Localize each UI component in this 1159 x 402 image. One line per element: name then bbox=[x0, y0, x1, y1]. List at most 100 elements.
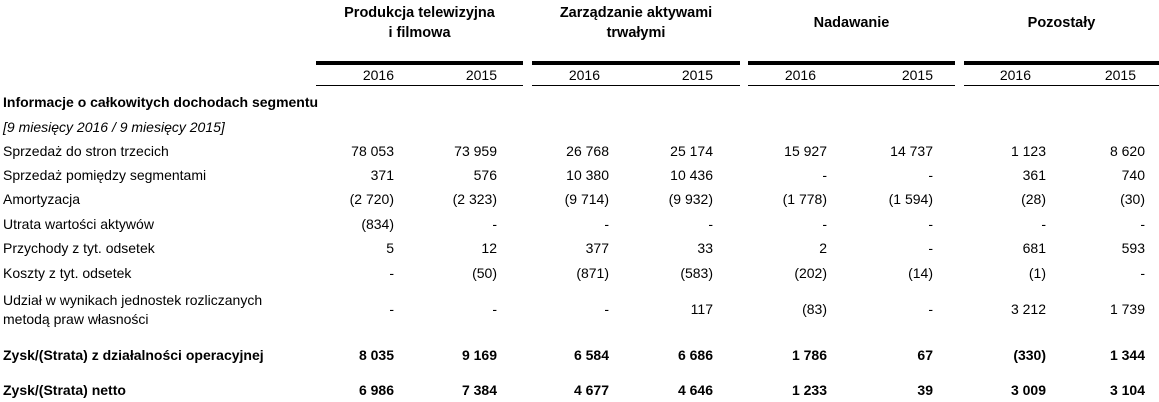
table-cell: 2 bbox=[819, 240, 827, 256]
table-cell: - bbox=[389, 265, 394, 281]
table-cell: 6 986 bbox=[358, 382, 394, 398]
row-label: Sprzedaż do stron trzecich bbox=[3, 143, 169, 159]
table-cell: - bbox=[928, 167, 933, 183]
table-cell: (2 720) bbox=[349, 191, 394, 207]
table-cell: (83) bbox=[802, 301, 827, 317]
table-cell: 39 bbox=[917, 382, 933, 398]
table-cell: - bbox=[604, 216, 609, 232]
year-rule bbox=[964, 85, 1159, 86]
table-cell: - bbox=[1140, 216, 1145, 232]
table-cell: 593 bbox=[1121, 240, 1145, 256]
table-cell: (330) bbox=[1013, 347, 1046, 363]
table-cell: - bbox=[822, 216, 827, 232]
table-cell: (583) bbox=[680, 265, 713, 281]
section-title: Informacje o całkowitych dochodach segme… bbox=[3, 94, 319, 110]
table-cell: 9 169 bbox=[461, 347, 497, 363]
row-label-operating-result: Zysk/(Strata) z działalności operacyjnej bbox=[3, 347, 264, 363]
table-cell: 15 927 bbox=[784, 143, 827, 159]
table-cell: (1) bbox=[1028, 265, 1046, 281]
table-cell: 4 677 bbox=[573, 382, 609, 398]
row-label-net-result: Zysk/(Strata) netto bbox=[3, 382, 126, 398]
segment-title-production: Produkcja telewizyjna i filmowa bbox=[316, 3, 523, 43]
segment-title-line: Produkcja telewizyjna bbox=[344, 5, 495, 21]
segment-title-other: Pozostały bbox=[964, 13, 1159, 33]
table-cell: (50) bbox=[472, 265, 497, 281]
table-cell: - bbox=[1140, 265, 1145, 281]
row-label: Koszty z tyt. odsetek bbox=[3, 265, 132, 281]
table-cell: 681 bbox=[1022, 240, 1046, 256]
table-cell: 8 035 bbox=[358, 347, 394, 363]
table-cell: 377 bbox=[585, 240, 609, 256]
segment-title-broadcasting: Nadawanie bbox=[748, 13, 955, 33]
table-cell: 3 104 bbox=[1109, 382, 1145, 398]
table-cell: 3 212 bbox=[1010, 301, 1046, 317]
table-cell: - bbox=[822, 167, 827, 183]
table-cell: 740 bbox=[1121, 167, 1145, 183]
table-cell: 33 bbox=[697, 240, 713, 256]
table-cell: (871) bbox=[576, 265, 609, 281]
row-label: metodą praw własności bbox=[3, 311, 149, 327]
table-cell: 371 bbox=[370, 167, 394, 183]
header-rule bbox=[964, 61, 1159, 65]
table-cell: (1 778) bbox=[782, 191, 827, 207]
table-cell: - bbox=[389, 301, 394, 317]
table-cell: (14) bbox=[908, 265, 933, 281]
table-cell: - bbox=[1041, 216, 1046, 232]
table-cell: 361 bbox=[1022, 167, 1046, 183]
year-header: 2015 bbox=[1104, 67, 1136, 83]
table-cell: - bbox=[928, 301, 933, 317]
table-cell: 6 584 bbox=[573, 347, 609, 363]
table-cell: (9 714) bbox=[564, 191, 609, 207]
table-cell: 1 123 bbox=[1010, 143, 1046, 159]
year-rule bbox=[532, 85, 740, 86]
row-label: Utrata wartości aktywów bbox=[3, 216, 154, 232]
year-header: 2016 bbox=[362, 67, 394, 83]
table-cell: 576 bbox=[473, 167, 497, 183]
table-cell: 7 384 bbox=[461, 382, 497, 398]
table-cell: 117 bbox=[690, 301, 713, 317]
table-cell: 26 768 bbox=[566, 143, 609, 159]
table-cell: 1 344 bbox=[1109, 347, 1145, 363]
row-label: Amortyzacja bbox=[3, 191, 81, 207]
year-rule bbox=[316, 85, 523, 86]
table-cell: 8 620 bbox=[1109, 143, 1145, 159]
segment-title-line: i filmowa bbox=[388, 25, 451, 41]
year-rule bbox=[748, 85, 955, 86]
table-cell: 3 009 bbox=[1010, 382, 1046, 398]
table-cell: (9 932) bbox=[668, 191, 713, 207]
header-rule bbox=[748, 61, 955, 65]
table-cell: 1 786 bbox=[791, 347, 827, 363]
table-cell: - bbox=[492, 216, 497, 232]
table-cell: - bbox=[928, 240, 933, 256]
table-cell: 67 bbox=[917, 347, 933, 363]
year-header: 2016 bbox=[568, 67, 600, 83]
year-header: 2015 bbox=[681, 67, 713, 83]
segment-title-line: Pozostały bbox=[1027, 15, 1096, 31]
row-label: Przychody z tyt. odsetek bbox=[3, 240, 155, 256]
year-header: 2015 bbox=[465, 67, 497, 83]
header-rule bbox=[532, 61, 740, 65]
table-cell: (28) bbox=[1021, 191, 1046, 207]
table-cell: (202) bbox=[794, 265, 827, 281]
table-cell: 10 380 bbox=[566, 167, 609, 183]
table-cell: - bbox=[492, 301, 497, 317]
table-cell: 73 959 bbox=[454, 143, 497, 159]
row-label: Udział w wynikach jednostek rozliczanych bbox=[3, 292, 263, 308]
year-header: 2015 bbox=[901, 67, 933, 83]
table-cell: 6 686 bbox=[677, 347, 713, 363]
table-cell: 4 646 bbox=[677, 382, 713, 398]
header-rule bbox=[316, 61, 523, 65]
table-cell: - bbox=[708, 216, 713, 232]
segment-title-asset-management: Zarządzanie aktywami trwałymi bbox=[532, 3, 740, 43]
table-cell: 78 053 bbox=[351, 143, 394, 159]
segment-title-line: Nadawanie bbox=[813, 15, 890, 31]
table-cell: (834) bbox=[361, 216, 394, 232]
table-cell: (30) bbox=[1120, 191, 1145, 207]
table-cell: (1 594) bbox=[888, 191, 933, 207]
table-cell: 10 436 bbox=[670, 167, 713, 183]
table-cell: 5 bbox=[386, 240, 394, 256]
segment-title-line: Zarządzanie aktywami bbox=[559, 5, 713, 21]
table-cell: 1 739 bbox=[1109, 301, 1145, 317]
table-cell: 12 bbox=[481, 240, 497, 256]
period-label: [9 miesięcy 2016 / 9 miesięcy 2015] bbox=[3, 119, 225, 135]
